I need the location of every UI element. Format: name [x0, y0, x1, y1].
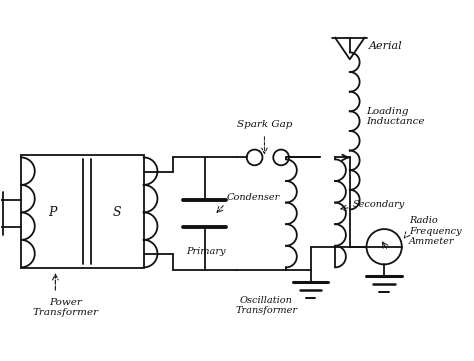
Text: Radio
Frequency
Ammeter: Radio Frequency Ammeter: [409, 216, 461, 246]
Text: S: S: [113, 206, 121, 219]
Text: Aerial: Aerial: [369, 40, 402, 51]
Text: Condenser: Condenser: [227, 193, 281, 202]
Bar: [21, 156, 144, 268]
Text: Primary: Primary: [186, 247, 225, 256]
Text: Spark Gap: Spark Gap: [237, 120, 292, 129]
Text: Power
Transformer: Power Transformer: [32, 298, 98, 317]
Text: Secondary: Secondary: [353, 200, 405, 209]
Text: Oscillation
Transformer: Oscillation Transformer: [236, 296, 297, 315]
Text: Loading
Inductance: Loading Inductance: [366, 106, 425, 126]
Text: P: P: [48, 206, 56, 219]
